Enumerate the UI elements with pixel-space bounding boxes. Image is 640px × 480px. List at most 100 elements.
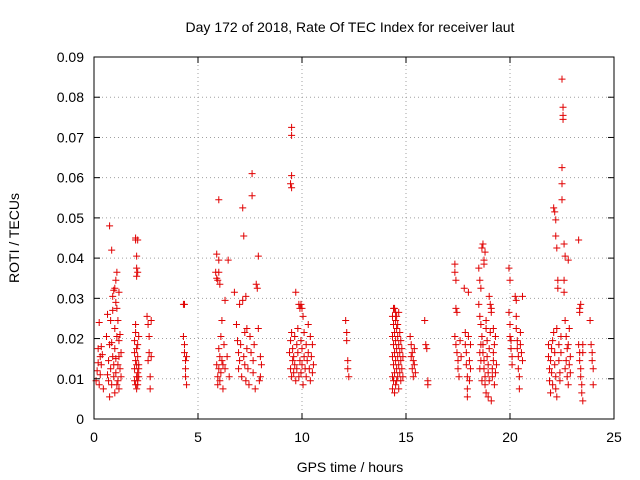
data-point <box>490 381 498 389</box>
data-point <box>134 268 142 276</box>
data-point <box>512 325 520 332</box>
data-point <box>555 357 563 365</box>
data-point <box>106 222 114 230</box>
data-point <box>407 341 415 349</box>
data-point <box>478 244 486 252</box>
data-point <box>307 353 315 361</box>
data-point <box>561 365 569 373</box>
data-point <box>117 349 125 357</box>
data-point <box>476 365 484 373</box>
data-point <box>99 385 107 393</box>
data-point <box>217 333 225 341</box>
data-point <box>249 357 257 365</box>
data-point <box>96 371 104 379</box>
data-point <box>392 316 400 324</box>
data-point <box>477 320 485 328</box>
x-tick-label: 10 <box>294 429 310 445</box>
data-point <box>558 164 566 172</box>
data-point <box>556 377 564 385</box>
data-point <box>220 341 228 349</box>
data-point <box>244 365 252 373</box>
data-point <box>397 357 405 365</box>
data-point <box>486 300 494 308</box>
data-point <box>421 316 429 324</box>
data-point <box>249 369 257 377</box>
data-point <box>391 389 399 397</box>
data-point <box>113 268 121 276</box>
data-point <box>107 365 115 373</box>
data-point <box>146 373 154 381</box>
data-point <box>483 337 491 345</box>
data-point <box>488 365 496 373</box>
data-point <box>235 365 243 373</box>
data-point <box>241 329 249 337</box>
x-tick-label: 0 <box>90 429 98 445</box>
data-point <box>558 75 566 83</box>
data-point <box>453 308 461 316</box>
data-point <box>559 115 567 123</box>
data-point <box>456 337 464 345</box>
data-point <box>297 337 305 345</box>
data-point <box>563 373 571 381</box>
data-point <box>180 341 188 349</box>
data-point <box>97 343 105 351</box>
data-point <box>108 246 116 254</box>
data-point <box>236 300 244 308</box>
data-point <box>102 333 110 341</box>
data-point <box>251 385 259 393</box>
data-point <box>487 308 495 316</box>
data-point <box>114 377 122 385</box>
data-point <box>288 329 296 337</box>
data-point <box>491 369 499 377</box>
data-point <box>133 272 141 280</box>
data-point <box>507 345 515 353</box>
data-point <box>480 260 488 268</box>
data-point <box>464 333 472 341</box>
data-point <box>105 377 113 385</box>
data-point <box>243 325 251 332</box>
data-point <box>104 310 112 318</box>
x-axis-label: GPS time / hours <box>297 459 404 475</box>
data-point <box>299 381 307 389</box>
data-point <box>302 341 310 349</box>
data-point <box>552 385 560 393</box>
data-point <box>111 345 119 353</box>
data-point <box>476 312 484 320</box>
data-point <box>453 349 461 357</box>
data-point <box>180 300 188 308</box>
data-point <box>455 373 463 381</box>
data-point <box>298 304 306 312</box>
data-point <box>544 353 552 361</box>
data-point <box>242 292 250 300</box>
data-point <box>134 341 142 349</box>
data-point <box>302 373 310 381</box>
data-point <box>219 361 227 369</box>
data-point <box>305 365 313 373</box>
data-point <box>239 204 247 212</box>
data-point <box>392 308 400 316</box>
data-point <box>577 373 585 381</box>
data-point <box>247 349 255 357</box>
data-point <box>556 369 564 377</box>
data-point <box>287 365 295 373</box>
data-point <box>589 381 597 389</box>
data-point <box>452 341 460 349</box>
data-point <box>549 337 557 345</box>
data-point <box>257 361 265 369</box>
data-point <box>219 385 227 393</box>
data-point <box>516 341 524 349</box>
data-point <box>217 369 225 377</box>
data-point <box>452 304 460 312</box>
data-point <box>252 280 260 288</box>
data-point <box>306 333 314 341</box>
data-point <box>588 349 596 357</box>
data-point <box>398 345 406 353</box>
data-point <box>238 373 246 381</box>
data-point <box>566 353 574 361</box>
data-point <box>114 316 122 324</box>
data-point <box>112 369 120 377</box>
data-point <box>215 196 223 204</box>
data-point <box>291 333 299 341</box>
data-point <box>586 316 594 324</box>
